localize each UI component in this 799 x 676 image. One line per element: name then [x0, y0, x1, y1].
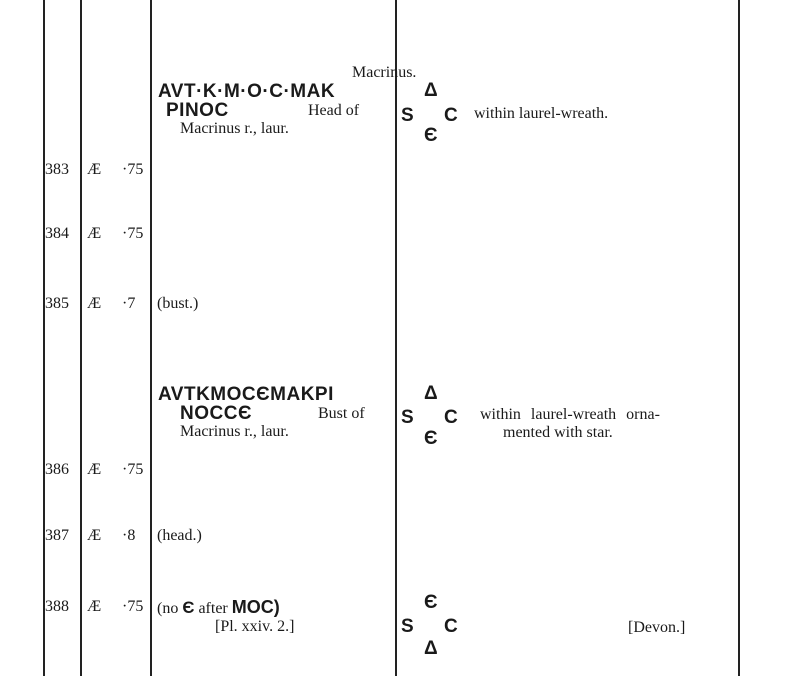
column-rule — [43, 0, 45, 676]
entry-size: ·7 — [122, 295, 136, 312]
entry-size: ·8 — [122, 527, 136, 544]
obverse-description: Macrinus r., laur. — [180, 423, 289, 440]
entry-number: 383 — [45, 161, 69, 178]
reverse-description: mented with star. — [503, 424, 613, 441]
entry-size: ·75 — [122, 161, 144, 178]
reverse-symbol: C — [444, 616, 458, 637]
entry-number: 388 — [45, 598, 69, 615]
column-rule — [150, 0, 152, 676]
provenance: [Devon.] — [628, 619, 686, 636]
entry-number: 384 — [45, 225, 69, 242]
entry-metal: Æ — [87, 295, 102, 312]
obverse-legend: AVTKMOCЄMAKPI — [158, 384, 334, 405]
note-text: (no — [157, 600, 179, 617]
column-rule — [395, 0, 397, 676]
reverse-symbol: Δ — [424, 383, 438, 404]
obverse-description: Macrinus r., laur. — [180, 120, 289, 137]
reverse-symbol: Δ — [424, 80, 438, 101]
obverse-legend: NOCCЄ — [180, 403, 252, 424]
column-rule — [80, 0, 82, 676]
entry-size: ·75 — [122, 598, 144, 615]
reverse-symbol: Є — [424, 428, 438, 449]
reverse-symbol: S — [401, 105, 414, 126]
entry-number: 386 — [45, 461, 69, 478]
entry-metal: Æ — [87, 225, 102, 242]
entry-size: ·75 — [122, 461, 144, 478]
entry-note: (head.) — [157, 527, 202, 544]
reverse-description: within laurel-wreath. — [474, 105, 609, 122]
note-epsilon: Є — [182, 598, 195, 617]
obverse-legend: AVT·K·M·O·C·MAK — [158, 81, 336, 102]
entry-note: (no Є after MOC) — [157, 598, 280, 617]
reverse-symbol: C — [444, 105, 458, 126]
column-rule — [738, 0, 740, 676]
entry-metal: Æ — [87, 527, 102, 544]
reverse-symbol: S — [401, 616, 414, 637]
reverse-symbol: S — [401, 407, 414, 428]
section-title: Macrinus. — [352, 64, 417, 81]
reverse-description: within laurel-wreath orna- — [480, 406, 660, 423]
obverse-description: Bust of — [318, 405, 365, 422]
entry-metal: Æ — [87, 461, 102, 478]
entry-size: ·75 — [122, 225, 144, 242]
reverse-symbol: Δ — [424, 638, 438, 659]
reverse-symbol: Є — [424, 125, 438, 146]
entry-metal: Æ — [87, 161, 102, 178]
entry-note: (bust.) — [157, 295, 199, 312]
entry-number: 387 — [45, 527, 69, 544]
reverse-symbol: Є — [424, 592, 438, 613]
plate-reference: [Pl. xxiv. 2.] — [215, 618, 295, 635]
obverse-legend: PINOC — [166, 100, 229, 121]
entry-number: 385 — [45, 295, 69, 312]
note-text: after — [198, 600, 228, 617]
reverse-symbol: C — [444, 407, 458, 428]
note-legend: MOC) — [231, 597, 280, 617]
entry-metal: Æ — [87, 598, 102, 615]
obverse-description: Head of — [308, 102, 360, 119]
